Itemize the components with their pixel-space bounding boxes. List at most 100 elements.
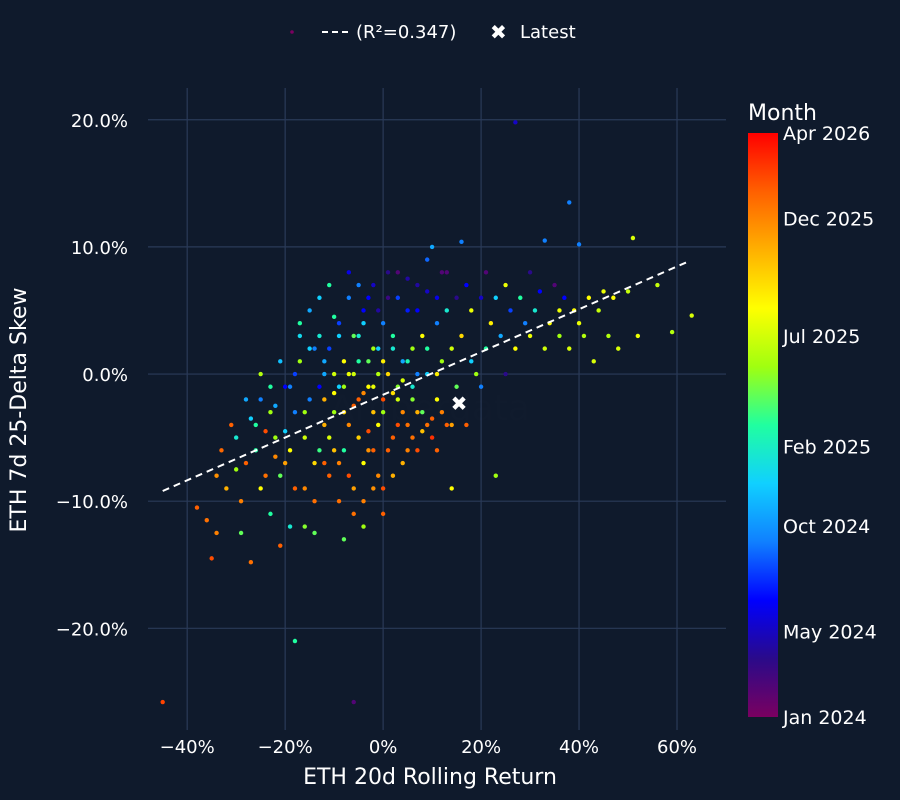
data-point (469, 359, 474, 364)
data-point (361, 320, 366, 326)
data-point (336, 460, 342, 466)
data-point (214, 473, 219, 478)
data-point (429, 244, 435, 250)
data-point (327, 473, 332, 478)
data-point (395, 397, 401, 402)
data-point (336, 498, 342, 504)
data-point (410, 435, 415, 440)
x-tick-label: 60% (657, 737, 697, 758)
data-point (268, 511, 273, 517)
data-point (513, 120, 518, 125)
data-point (312, 460, 317, 466)
data-point (439, 359, 445, 364)
data-point (415, 282, 420, 288)
colorbar-title: Month (748, 101, 817, 126)
data-point (307, 346, 312, 351)
data-point (312, 346, 317, 351)
data-point (331, 409, 337, 415)
data-point (268, 409, 273, 415)
x-tick-label: 0% (369, 737, 398, 758)
data-point (478, 384, 484, 389)
data-point (258, 371, 263, 377)
data-point (292, 638, 298, 644)
data-point (219, 448, 224, 453)
data-point (361, 498, 366, 504)
data-point (434, 397, 440, 402)
x-tick-label: 40% (559, 737, 599, 758)
data-point (312, 530, 317, 536)
watermark: Amberdata (330, 388, 530, 429)
data-point (586, 295, 592, 300)
data-point (400, 359, 405, 364)
data-point (464, 422, 469, 428)
data-point (371, 448, 376, 453)
colorbar-tick-label: Oct 2024 (783, 516, 870, 538)
data-point (425, 257, 430, 262)
data-point (380, 409, 386, 415)
data-point (376, 371, 381, 377)
data-point (253, 422, 258, 428)
data-point (317, 333, 322, 339)
data-point (420, 409, 425, 415)
data-point (562, 295, 567, 300)
data-point (361, 390, 366, 396)
data-point (425, 346, 430, 351)
data-point (542, 346, 547, 351)
data-point (527, 333, 533, 339)
data-point (238, 530, 244, 536)
data-point (322, 422, 327, 428)
data-point (224, 486, 229, 491)
data-point (346, 295, 352, 300)
data-point (591, 359, 596, 364)
data-point (322, 359, 327, 364)
data-point (287, 524, 293, 529)
data-point (655, 282, 660, 288)
data-point (434, 448, 440, 453)
data-point (425, 422, 430, 428)
data-point (527, 270, 533, 275)
data-point (371, 346, 376, 351)
y-tick-label: −10.0% (56, 492, 128, 513)
data-point (689, 313, 694, 318)
data-point (371, 409, 376, 415)
data-point (434, 371, 440, 377)
data-point (532, 308, 538, 313)
data-point (395, 295, 401, 300)
data-point (434, 295, 440, 300)
data-point (361, 524, 366, 529)
data-point (420, 429, 425, 434)
colorbar-tick-label: May 2024 (783, 622, 877, 644)
data-point (464, 282, 469, 288)
data-point (366, 295, 371, 300)
legend-marker-latest: ✖ (490, 20, 507, 44)
data-point (410, 384, 415, 389)
data-point (459, 333, 464, 339)
data-point (493, 295, 498, 300)
data-point (405, 276, 410, 281)
data-point (611, 295, 616, 300)
data-point (356, 282, 361, 288)
data-point (366, 359, 371, 364)
data-point (194, 505, 200, 510)
data-point (307, 397, 312, 402)
data-point (390, 390, 396, 396)
data-point (341, 448, 347, 453)
data-point (469, 308, 474, 313)
y-axis-ticks: −20.0% −10.0% 0.0% 10.0% 20.0% (56, 111, 128, 641)
x-tick-label: −40% (160, 737, 215, 758)
data-point (473, 371, 479, 377)
colorbar: Month Apr 2026 Dec 2025 Jul 2025 Feb 2025 Oc… (748, 101, 877, 729)
legend[interactable]: (R²=0.347) ✖ Latest (290, 20, 576, 44)
data-point (454, 295, 459, 300)
data-point (557, 333, 562, 339)
data-point (385, 448, 391, 453)
data-point (351, 371, 356, 377)
data-point (282, 384, 288, 389)
data-point (371, 384, 376, 389)
data-point (346, 473, 352, 478)
data-point (380, 397, 386, 402)
data-point (317, 384, 322, 389)
data-point (616, 346, 621, 351)
colorbar-ticks: Apr 2026 Dec 2025 Jul 2025 Feb 2025 Oct 2024… (782, 123, 877, 729)
data-point (327, 282, 332, 288)
